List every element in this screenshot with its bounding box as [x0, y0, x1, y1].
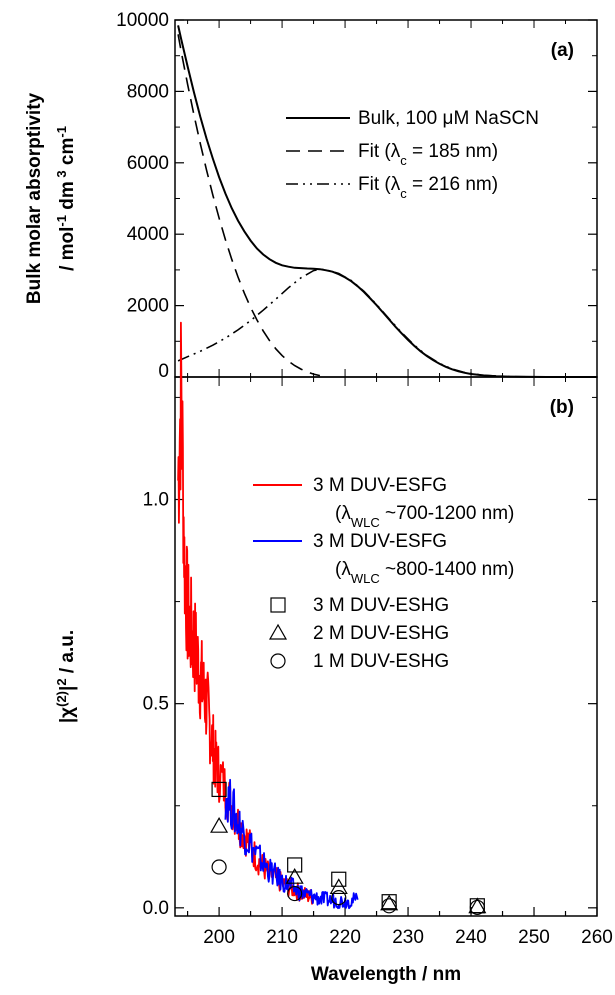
panel-b-point-square: [331, 871, 347, 887]
legend-subscript: WLC: [351, 571, 380, 586]
legend-greek: λ: [341, 503, 351, 524]
panel-b-x-tick-label: 220: [329, 927, 361, 948]
panel-b-point-circle: [381, 898, 397, 914]
legend-greek: λ: [391, 141, 401, 162]
panel-b-x-tick-label: 240: [455, 927, 487, 948]
panel-b-point-circle: [211, 859, 227, 875]
panel-a-y-tick-label: 10000: [116, 10, 169, 31]
panel-b-y-tick-label: 0.5: [143, 694, 169, 715]
panel-a: 0 2000 4000 6000 8000 10000 (a) Bulk, 100 μM …: [24, 10, 598, 382]
panel-a-legend-label-2: Fit (λc = 216 nm): [358, 174, 498, 201]
legend-text-part: Bulk, 100: [358, 108, 443, 129]
y-title-part: / a.u.: [57, 630, 78, 679]
panel-b-legend-label-2: 3 M DUV-ESHG: [313, 595, 449, 616]
panel-b-series-line-0: [177, 321, 315, 905]
panel-b-legend-circle-marker: [270, 653, 286, 669]
legend-subscript: c: [400, 153, 407, 168]
panel-a-y-axis-title-line1: Bulk molar absorptivity: [24, 92, 45, 304]
panel-b-x-tick-label: 200: [203, 927, 235, 948]
panel-b-legend-label-1: 3 M DUV-ESFG: [313, 531, 447, 552]
x-axis-title: Wavelength / nm: [311, 964, 461, 985]
legend-text-part: (: [335, 559, 342, 580]
y-title-part: dm: [57, 181, 78, 215]
panel-b-legend-label-0: 3 M DUV-ESFG: [313, 475, 447, 496]
legend-greek: λ: [391, 174, 401, 195]
panel-a-legend-label-0: Bulk, 100 μM NaSCN: [358, 108, 539, 129]
panel-b-point-circle: [287, 885, 303, 902]
legend-text-part: Fit (: [358, 174, 391, 195]
panel-b-x-tick-label: 250: [518, 927, 550, 948]
panel-a-y-axis-title-line2: / mol-1 dm 3 cm-1: [54, 126, 79, 271]
y-title-superscript: (2): [54, 691, 69, 707]
panel-a-tag: (a): [551, 40, 574, 61]
panel-a-y-tick-label: 6000: [127, 153, 169, 174]
panel-a-series: [177, 25, 597, 378]
panel-b-x-tick-label: 230: [392, 927, 424, 948]
panel-b-y-tick-label: 1.0: [143, 490, 169, 511]
panel-b-legend-square-marker: [270, 597, 286, 613]
panel-b-series: [177, 321, 487, 916]
y-title-part: / mol: [57, 227, 78, 271]
panel-b-x-tick-label: 210: [266, 927, 298, 948]
y-title-superscript: -1: [54, 126, 69, 138]
y-title-superscript: 3: [54, 170, 69, 181]
panel-b-series-line-1: [224, 778, 359, 910]
legend-text-part: ~800-1400 nm): [380, 559, 515, 580]
panel-b-point-square: [211, 781, 227, 798]
panel-a-series-line-2: [177, 268, 597, 378]
panel-a-y-tick-label: 8000: [127, 81, 169, 102]
panel-a-series-line-1: [177, 34, 321, 377]
legend-text-part: = 216 nm): [407, 174, 498, 195]
panel-b-ticks: 0.0 0.5 1.0 200 210 220 230 240 250 260: [143, 377, 613, 948]
legend-subscript: WLC: [351, 515, 380, 530]
legend-text-part: ~700-1200 nm): [380, 503, 515, 524]
panel-b-y-axis-title: |χ(2)|2 / a.u.: [54, 630, 79, 723]
panel-b-point-triangle: [329, 878, 348, 895]
panel-a-y-tick-label: 4000: [127, 224, 169, 245]
panel-b-legend-label-3: 2 M DUV-ESHG: [313, 623, 449, 644]
legend-subscript: c: [400, 186, 407, 201]
y-title-superscript: -1: [54, 215, 69, 227]
panel-b-legend-label-4: 1 M DUV-ESHG: [313, 651, 449, 672]
panel-b-point-triangle: [210, 816, 229, 833]
panel-b-point-triangle: [468, 897, 487, 914]
panel-b-point-triangle: [285, 867, 304, 884]
panel-b-legend-sublabel-1: (λWLC ~800-1400 nm): [335, 559, 514, 586]
y-title-part: cm: [57, 138, 78, 171]
panel-b-point-triangle: [380, 894, 399, 911]
panel-a-y-tick-label: 0: [158, 361, 169, 382]
panel-a-legend-label-1: Fit (λc = 185 nm): [358, 141, 498, 168]
panel-b-legend-sublabel-0: (λWLC ~700-1200 nm): [335, 503, 514, 530]
panel-b-x-tick-label: 260: [581, 927, 613, 948]
panel-b-y-tick-label: 0.0: [143, 898, 169, 919]
y-title-part: |: [57, 686, 78, 691]
panel-b-tag: (b): [550, 397, 574, 418]
panel-a-ticks: 0 2000 4000 6000 8000 10000: [116, 10, 598, 382]
panel-a-y-tick-label: 2000: [127, 296, 169, 317]
legend-text-part: (: [335, 503, 342, 524]
legend-text-part: = 185 nm): [407, 141, 498, 162]
panel-b-point-circle: [331, 890, 347, 906]
panel-a-series-line-0: [177, 25, 597, 378]
legend-greek: λ: [341, 559, 351, 580]
legend-greek: μ: [443, 108, 454, 129]
panel-b-legend: 3 M DUV-ESFG(λWLC ~700-1200 nm)3 M DUV-E…: [253, 475, 514, 672]
panel-b-legend-triangle-marker: [268, 623, 288, 640]
panel-b-frame: [174, 376, 598, 917]
y-title-superscript: 2: [54, 678, 69, 685]
panel-a-frame: [174, 19, 598, 378]
y-title-part: |χ: [57, 707, 78, 723]
panel-b-point-circle: [469, 899, 485, 916]
panel-b: 0.0 0.5 1.0 200 210 220 230 240 250 260 (b) 3 M D…: [54, 321, 613, 985]
legend-text-part: Fit (: [358, 141, 391, 162]
legend-text-part: M NaSCN: [453, 108, 539, 129]
panel-b-point-square: [287, 857, 303, 873]
